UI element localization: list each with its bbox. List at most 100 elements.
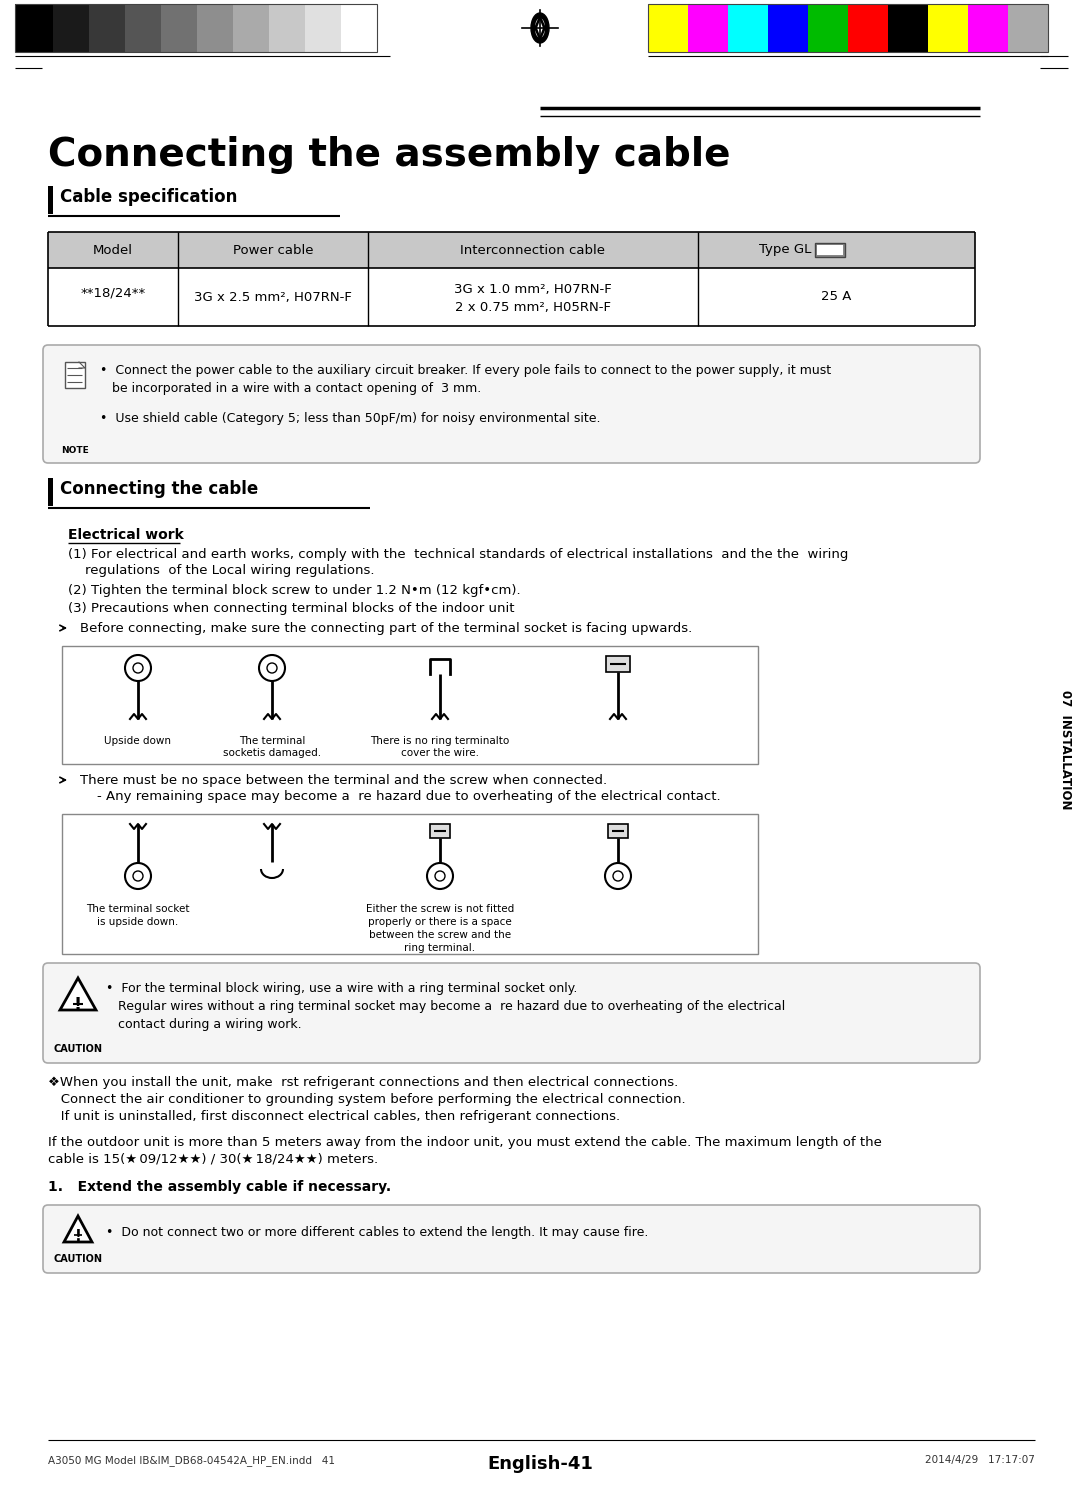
Bar [848,4,888,52]
Text: 1.   Extend the assembly cable if necessary.: 1. Extend the assembly cable if necessar… [48,1179,391,1194]
Bar [606,656,630,672]
Bar [928,4,968,52]
Text: •  For the terminal block wiring, use a wire with a ring terminal socket only.: • For the terminal block wiring, use a w… [106,983,578,994]
Text: 3G x 1.0 mm², H07RN-F: 3G x 1.0 mm², H07RN-F [454,282,612,295]
Text: properly or there is a space: properly or there is a space [368,917,512,927]
Text: Power cable: Power cable [233,243,313,256]
Bar [62,646,758,763]
Circle shape [605,863,631,889]
Bar [48,186,53,215]
Text: Regular wires without a ring terminal socket may become a  re hazard due to over: Regular wires without a ring terminal so… [106,1000,785,1012]
Polygon shape [64,1217,92,1242]
Bar [648,4,1048,52]
Text: A3050 MG Model IB&IM_DB68-04542A_HP_EN.indd   41: A3050 MG Model IB&IM_DB68-04542A_HP_EN.i… [48,1455,335,1466]
Bar [48,233,975,268]
Bar [233,4,269,52]
Bar [430,825,450,838]
Bar [15,4,53,52]
Bar [305,4,341,52]
Text: !: ! [73,996,82,1014]
Text: ❖When you install the unit, make  rst refrigerant connections and then electrica: ❖When you install the unit, make rst ref… [48,1077,678,1088]
Polygon shape [60,978,96,1009]
Circle shape [613,871,623,881]
Circle shape [427,863,453,889]
Ellipse shape [535,18,545,37]
Text: is upside down.: is upside down. [97,917,178,927]
Text: (1) For electrical and earth works, comply with the  technical standards of elec: (1) For electrical and earth works, comp… [68,549,849,561]
Polygon shape [537,19,543,36]
Ellipse shape [531,13,549,43]
Circle shape [267,663,276,672]
Text: be incorporated in a wire with a contact opening of  3 mm.: be incorporated in a wire with a contact… [100,382,482,395]
Text: NOTE: NOTE [62,446,89,455]
Text: Electrical work: Electrical work [68,528,184,543]
Text: Interconnection cable: Interconnection cable [460,243,606,256]
Text: regulations  of the Local wiring regulations.: regulations of the Local wiring regulati… [68,564,375,577]
Bar [768,4,808,52]
Text: ring terminal.: ring terminal. [404,942,475,953]
Text: 25 A: 25 A [821,291,852,304]
Text: If the outdoor unit is more than 5 meters away from the indoor unit, you must ex: If the outdoor unit is more than 5 meter… [48,1136,882,1150]
Text: Connecting the assembly cable: Connecting the assembly cable [48,136,730,174]
Text: Type GL: Type GL [759,243,811,256]
Text: Either the screw is not fitted: Either the screw is not fitted [366,904,514,914]
Text: contact during a wiring work.: contact during a wiring work. [106,1018,301,1030]
FancyBboxPatch shape [43,344,980,464]
Bar [808,4,848,52]
Text: 07  INSTALLATION: 07 INSTALLATION [1058,690,1071,810]
Text: Model: Model [93,243,133,256]
Text: (2) Tighten the terminal block screw to under 1.2 N•m (12 kgf•cm).: (2) Tighten the terminal block screw to … [68,584,521,596]
Text: cable is 15(★ 09/12★★) / 30(★ 18/24★★) meters.: cable is 15(★ 09/12★★) / 30(★ 18/24★★) m… [48,1153,378,1166]
Bar [197,4,233,52]
Text: •  Use shield cable (Category 5; less than 50pF/m) for noisy environmental site.: • Use shield cable (Category 5; less tha… [100,412,600,425]
Circle shape [259,655,285,681]
Text: If unit is uninstalled, first disconnect electrical cables, then refrigerant con: If unit is uninstalled, first disconnect… [48,1109,620,1123]
FancyBboxPatch shape [43,963,980,1063]
Circle shape [133,871,143,881]
Bar [161,4,197,52]
Bar [648,4,688,52]
Polygon shape [534,13,546,42]
Text: •  Do not connect two or more different cables to extend the length. It may caus: • Do not connect two or more different c… [106,1226,648,1239]
Text: Before connecting, make sure the connecting part of the terminal socket is facin: Before connecting, make sure the connect… [80,622,692,635]
Text: - Any remaining space may become a  re hazard due to overheating of the electric: - Any remaining space may become a re ha… [80,790,720,804]
Text: Connecting the cable: Connecting the cable [60,480,258,498]
Text: The terminal
socketis damaged.: The terminal socketis damaged. [222,737,321,757]
Bar [1008,4,1048,52]
Circle shape [435,871,445,881]
Bar [728,4,768,52]
Bar [125,4,161,52]
Circle shape [125,863,151,889]
Bar [62,814,758,954]
Bar [608,825,627,838]
Bar [65,362,85,388]
Bar [968,4,1008,52]
Text: There must be no space between the terminal and the screw when connected.: There must be no space between the termi… [80,774,607,787]
Bar [688,4,728,52]
Text: The terminal socket: The terminal socket [86,904,190,914]
Bar [814,243,845,256]
Bar [888,4,928,52]
Text: 2014/4/29   17:17:07: 2014/4/29 17:17:07 [926,1455,1035,1466]
Bar [341,4,377,52]
Text: CAUTION: CAUTION [54,1044,103,1054]
Text: **18/24**: **18/24** [80,286,146,300]
FancyBboxPatch shape [43,1205,980,1273]
Text: Connect the air conditioner to grounding system before performing the electrical: Connect the air conditioner to grounding… [48,1093,686,1106]
Text: Cable specification: Cable specification [60,188,238,206]
Text: Upside down: Upside down [105,737,172,746]
Bar [269,4,305,52]
Text: (3) Precautions when connecting terminal blocks of the indoor unit: (3) Precautions when connecting terminal… [68,602,514,614]
Bar [48,479,53,505]
Text: English-41: English-41 [487,1455,593,1473]
Text: CAUTION: CAUTION [54,1254,103,1264]
Bar [15,4,377,52]
Text: There is no ring terminalto
cover the wire.: There is no ring terminalto cover the wi… [370,737,510,757]
Text: 3G x 2.5 mm², H07RN-F: 3G x 2.5 mm², H07RN-F [194,291,352,304]
Bar [816,245,842,255]
Circle shape [125,655,151,681]
Text: 2 x 0.75 mm², H05RN-F: 2 x 0.75 mm², H05RN-F [455,301,611,313]
Text: !: ! [75,1229,81,1243]
Bar [53,4,89,52]
Bar [89,4,125,52]
